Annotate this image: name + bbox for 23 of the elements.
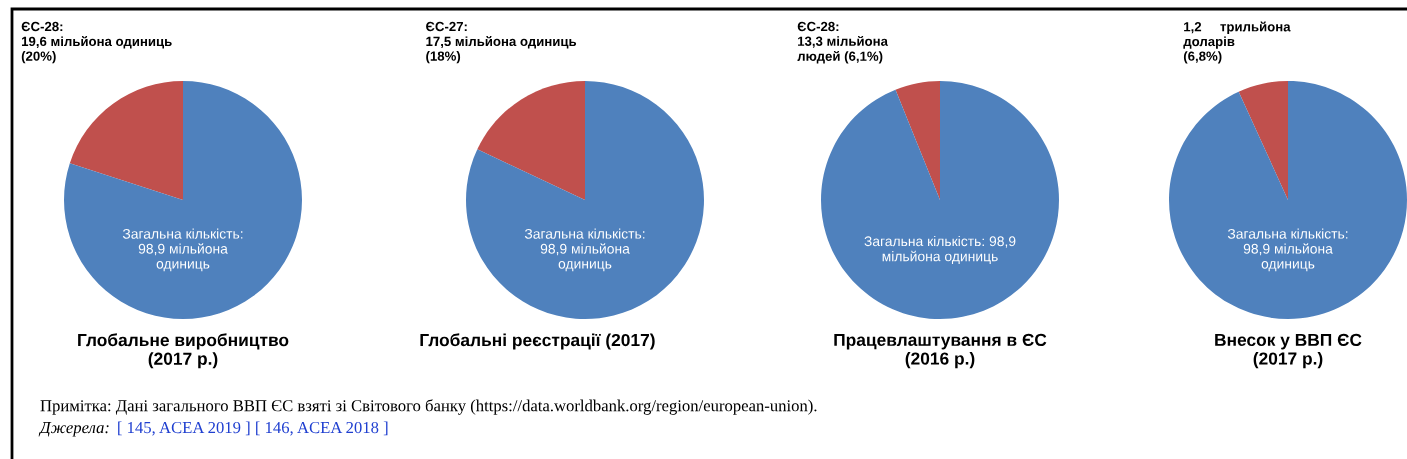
pie-slice <box>477 81 585 200</box>
pie-slice <box>64 81 302 319</box>
text: Глобальні реєстрації (2017) <box>420 333 655 350</box>
text: Глобальне виробництво (2017 р.) <box>78 333 289 369</box>
text: Працевлаштування в ЄС (2016 р.) <box>834 333 1047 369</box>
text: Джерела: <box>38 422 109 437</box>
pie-slice <box>466 81 704 319</box>
text: Внесок у ВВП ЄС (2017 р.) <box>1215 333 1362 369</box>
slice-label: Загальна кількість: 98,9 мільйона одиниць <box>864 235 1016 264</box>
slice-label: Загальна кількість: 98,9 мільйона одиниць <box>122 228 243 272</box>
pie-slice <box>1238 81 1288 200</box>
slice-label: ЄС-27: 17,5 мільйона одиниць (18%) <box>426 21 577 64</box>
pie-slice <box>821 81 1059 319</box>
slice-label: 1,2 трильйона доларів (6,8%) <box>1183 21 1291 64</box>
text: Примітка: Дані загального ВВП ЄС взяті зі Світового банку (https://data.worldbank.org/region/european-union). <box>40 399 817 415</box>
pie-slice <box>895 81 940 200</box>
slice-label: ЄС-28: 13,3 мільйона людей (6,1%) <box>797 21 889 64</box>
slice-label: Загальна кількість: 98,9 мільйона одиниць <box>1227 228 1348 272</box>
slice-label: Загальна кількість: 98,9 мільйона одиниць <box>524 228 645 272</box>
pie-slice <box>69 81 183 200</box>
text: [ 145, ACEA 2019 ] [ 146, ACEA 2018 ] <box>118 421 388 436</box>
pie-slice <box>1169 81 1407 319</box>
slice-label: ЄС-28: 19,6 мільйона одиниць (20%) <box>21 21 172 64</box>
